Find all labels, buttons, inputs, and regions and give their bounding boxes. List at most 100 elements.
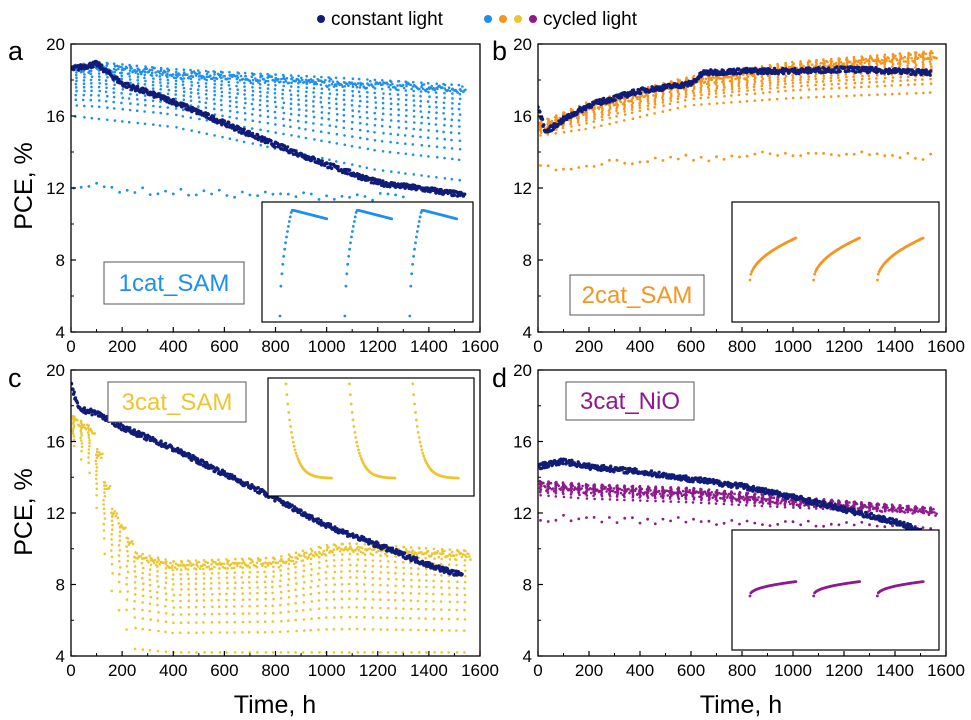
cycled-point: [196, 565, 200, 568]
cycled-point: [736, 76, 739, 79]
cycled-point: [371, 590, 375, 594]
cycled-point: [437, 555, 441, 559]
cycled-point: [169, 561, 172, 565]
cycled-point: [158, 124, 162, 127]
cycled-point: [451, 97, 454, 100]
cycled-point: [317, 572, 320, 575]
cycled-point: [585, 119, 588, 122]
cycled-point: [250, 127, 254, 130]
cycled-low-point: [95, 181, 98, 185]
cycled-point: [365, 111, 369, 114]
cycled-point: [248, 592, 252, 595]
cycled-point: [449, 554, 453, 557]
cycled-point: [152, 77, 155, 80]
cycled-point: [760, 65, 764, 68]
x-tick-label: 1600: [461, 337, 499, 356]
cycled-point: [463, 554, 467, 557]
cycled-point: [233, 576, 236, 579]
cycled-point: [458, 139, 462, 142]
cycled-point: [442, 130, 445, 134]
cycled-point: [235, 105, 238, 109]
cycled-point: [180, 588, 183, 591]
cycled-point: [328, 158, 331, 161]
cycled-point: [325, 628, 328, 631]
constant-point: [282, 144, 287, 148]
cycled-point: [93, 432, 97, 435]
cycled-point: [814, 75, 817, 78]
cycled-point: [425, 567, 428, 571]
inset-point: [344, 284, 348, 288]
cycled-point: [141, 566, 145, 570]
cycled-point: [317, 599, 321, 602]
cycled-point: [700, 93, 703, 97]
cycled-point: [171, 613, 175, 616]
cycled-point: [164, 630, 167, 634]
cycled-point: [334, 125, 338, 128]
cycled-point: [297, 108, 301, 111]
cycled-point: [455, 651, 459, 654]
cycled-point: [738, 76, 741, 79]
cycled-point: [815, 80, 818, 84]
cycled-point: [555, 114, 558, 117]
cycled-point: [126, 559, 130, 563]
cycled-point: [274, 131, 278, 134]
cycled-point: [204, 82, 208, 85]
cycled-point: [140, 72, 143, 76]
cycled-point: [278, 584, 282, 588]
cycled-point: [382, 131, 385, 135]
cycled-point: [117, 67, 120, 71]
cycled-point: [389, 88, 392, 91]
cycled-point: [935, 56, 938, 60]
cycled-point: [255, 580, 259, 584]
cycled-point: [197, 92, 200, 95]
panel-c: 0 200 400 600 800 1000 1200 1400 1600481216203ca…: [46, 361, 499, 680]
cycled-point: [234, 581, 237, 584]
cycled-point: [904, 60, 908, 63]
cycled-low-point: [921, 158, 925, 161]
cycled-point: [402, 561, 405, 564]
cycled-point: [97, 105, 101, 109]
cycled-point: [108, 484, 112, 488]
inset-point: [350, 235, 353, 239]
y-tick-label: 20: [46, 35, 65, 54]
cycled-point: [241, 581, 245, 584]
cycled-point: [286, 630, 290, 633]
cycled-point: [768, 81, 772, 84]
cycled-point: [441, 86, 444, 89]
cycled-point: [320, 87, 324, 91]
cycled-point: [88, 444, 91, 448]
cycled-point: [410, 552, 414, 555]
cycled-point: [303, 552, 306, 555]
cycled-point: [355, 627, 359, 631]
cycled-point: [271, 651, 275, 654]
cycled-point: [84, 428, 88, 431]
cycled-point: [157, 611, 160, 614]
cycled-point: [836, 73, 840, 77]
cycled-point: [852, 55, 856, 59]
cycled-point: [111, 515, 114, 518]
cycled-point: [318, 566, 321, 570]
cycled-point: [226, 562, 229, 565]
cycled-point: [802, 64, 805, 68]
cycled-point: [457, 158, 461, 162]
cycled-point: [204, 93, 208, 96]
cycled-point: [153, 66, 156, 70]
cycled-point: [443, 83, 447, 87]
cycled-point: [133, 616, 137, 619]
cycled-point: [386, 584, 389, 587]
inset-point: [351, 230, 354, 233]
cycled-point: [396, 84, 399, 87]
cycled-point: [294, 551, 298, 554]
cycled-point: [359, 136, 362, 140]
cycled-point: [760, 84, 764, 88]
cycled-point: [144, 79, 147, 83]
cycled-point: [255, 566, 259, 569]
cycled-low-point: [684, 153, 688, 157]
cycled-point: [907, 61, 910, 65]
cycled-point: [120, 65, 123, 69]
cycled-point: [791, 85, 795, 88]
cycled-point: [134, 575, 137, 578]
cycled-point: [791, 79, 794, 82]
cycled-point: [274, 116, 277, 120]
cycled-point: [300, 76, 303, 80]
